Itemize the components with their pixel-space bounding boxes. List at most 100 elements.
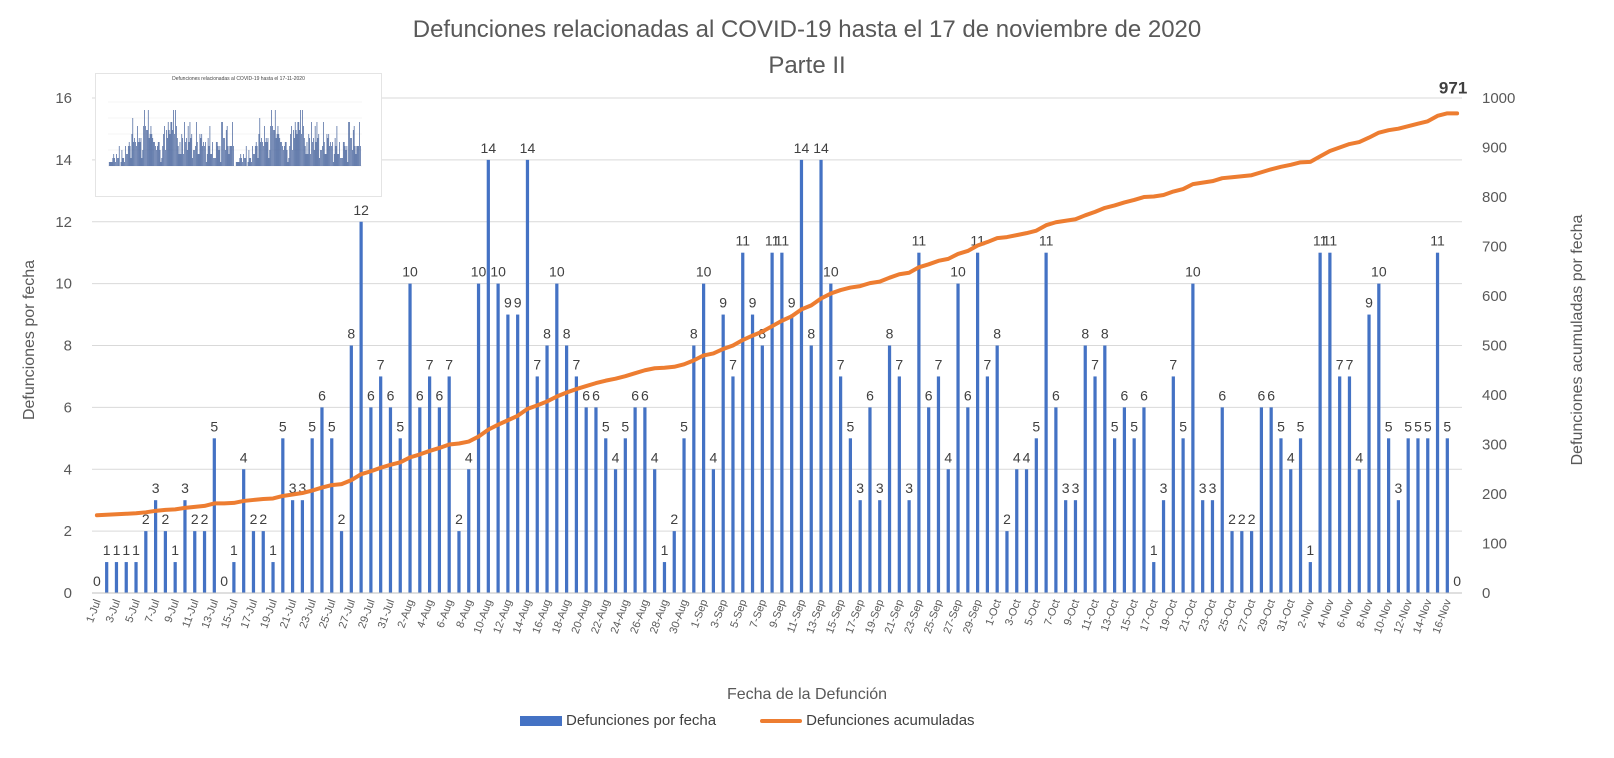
- bar: [956, 283, 960, 593]
- data-label: 5: [680, 418, 688, 434]
- inset-bar: [166, 130, 167, 166]
- inset-bar: [316, 122, 318, 166]
- inset-bar: [211, 154, 213, 166]
- inset-bar: [167, 122, 169, 166]
- inset-bar: [140, 138, 142, 166]
- data-label: 3: [181, 480, 189, 496]
- data-label: 14: [520, 140, 536, 156]
- inset-bar: [165, 150, 166, 166]
- inset-bar: [279, 138, 281, 166]
- bar: [232, 562, 236, 593]
- bar: [1122, 407, 1127, 593]
- inset-bar: [360, 146, 361, 166]
- inset-bar: [336, 126, 338, 166]
- x-tick-label: 8-Aug: [454, 598, 475, 630]
- legend-label-bars: Defunciones por fecha: [566, 712, 717, 729]
- data-label: 7: [983, 356, 991, 372]
- inset-bar: [218, 150, 220, 166]
- data-label: 5: [279, 418, 287, 434]
- inset-bar: [147, 110, 149, 166]
- bar: [545, 345, 549, 593]
- inset-bar: [239, 158, 241, 166]
- data-label: 1: [171, 542, 179, 558]
- inset-bar: [274, 110, 276, 166]
- inset-bar: [343, 142, 345, 166]
- inset-bar: [198, 154, 200, 166]
- bar: [124, 562, 128, 593]
- data-label: 8: [1081, 326, 1089, 342]
- data-label: 7: [1336, 356, 1344, 372]
- y-tick-label-right: 200: [1482, 486, 1507, 503]
- inset-bar: [349, 122, 350, 166]
- inset-bar: [253, 154, 254, 166]
- data-label: 6: [367, 387, 375, 403]
- inset-bar: [248, 150, 250, 166]
- x-tick-label: 25-Jul: [317, 598, 339, 630]
- data-label: 8: [563, 326, 571, 342]
- bar: [1024, 469, 1029, 593]
- data-label: 9: [504, 295, 512, 311]
- inset-bar: [196, 142, 198, 166]
- data-label: 1: [230, 542, 238, 558]
- cumulative-line: [94, 111, 1460, 518]
- data-label: 6: [641, 387, 649, 403]
- bar: [447, 376, 451, 593]
- bar: [1034, 438, 1038, 593]
- inset-bar: [176, 138, 178, 166]
- data-label: 9: [719, 295, 727, 311]
- y-tick-label-right: 1000: [1482, 90, 1515, 107]
- data-label: 7: [1346, 356, 1354, 372]
- data-label: 14: [813, 140, 829, 156]
- bar: [1416, 438, 1420, 593]
- inset-bar: [195, 122, 197, 166]
- inset-bar: [255, 142, 257, 166]
- x-tick-label: 31-Jul: [376, 598, 398, 630]
- data-label: 11: [1323, 233, 1338, 249]
- inset-bar: [215, 158, 216, 166]
- inset-bar: [262, 142, 263, 166]
- inset-bar: [183, 154, 184, 166]
- data-label: 3: [876, 480, 884, 496]
- inset-bar: [327, 138, 329, 166]
- x-tick-label: 5-Sep: [728, 598, 749, 630]
- inset-bar: [152, 138, 154, 166]
- inset-bar: [267, 138, 269, 166]
- inset-bar: [147, 130, 148, 166]
- bar: [985, 376, 990, 593]
- data-label: 7: [1091, 356, 1099, 372]
- bar: [995, 345, 999, 593]
- inset-bar: [228, 154, 230, 166]
- bar: [281, 438, 285, 593]
- data-label: 2: [1248, 511, 1256, 527]
- inset-bar: [173, 110, 174, 166]
- data-label: 11: [912, 233, 927, 249]
- x-tick-label: 19-Jul: [258, 598, 280, 630]
- inset-bar: [268, 158, 270, 166]
- inset-bar: [272, 126, 273, 166]
- bar: [437, 407, 442, 593]
- inset-bar: [190, 138, 192, 166]
- bar: [339, 531, 344, 593]
- bar: [692, 345, 696, 593]
- inset-bar: [182, 138, 184, 166]
- data-label: 2: [1003, 511, 1011, 527]
- inset-bar: [111, 162, 113, 166]
- data-label: 2: [161, 511, 169, 527]
- bar: [1426, 438, 1430, 593]
- inset-bar: [126, 154, 127, 166]
- bar: [975, 252, 980, 593]
- bar: [809, 345, 813, 593]
- bar: [1093, 376, 1097, 593]
- inset-bar: [292, 150, 293, 166]
- bar: [516, 314, 520, 593]
- inset-bar: [261, 138, 262, 166]
- bar: [633, 407, 637, 593]
- x-tick-label: 8-Nov: [1355, 597, 1376, 629]
- data-label: 2: [191, 511, 199, 527]
- inset-bar: [330, 142, 331, 166]
- bar: [1249, 531, 1254, 593]
- bar: [427, 376, 432, 593]
- data-label: 8: [690, 326, 698, 342]
- inset-bar: [303, 126, 304, 166]
- inset-bar: [301, 134, 302, 166]
